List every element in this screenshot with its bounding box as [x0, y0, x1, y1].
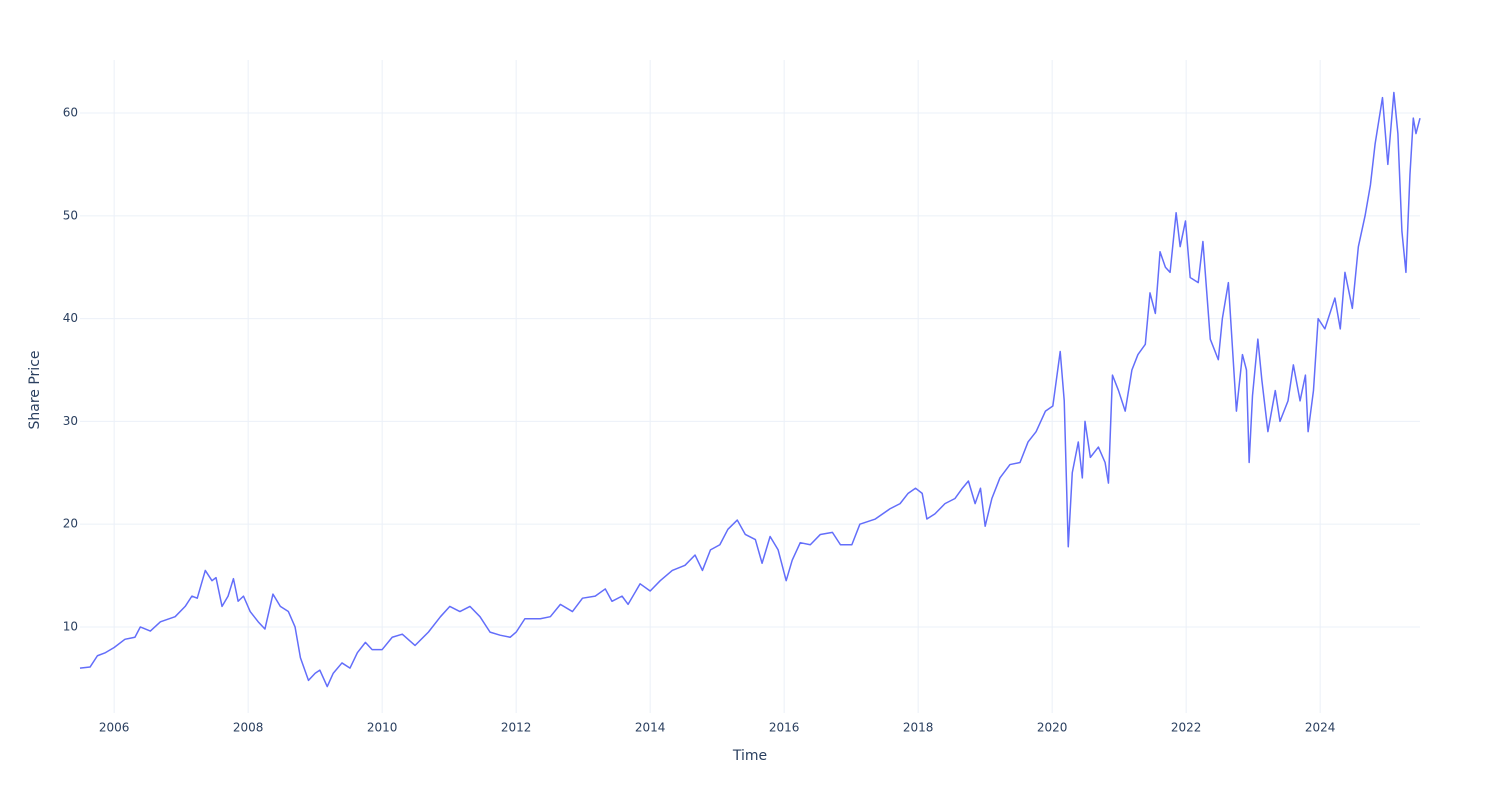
x-tick-label: 2024 — [1305, 721, 1336, 735]
x-tick-label: 2022 — [1171, 721, 1202, 735]
y-tick-label: 20 — [63, 517, 78, 531]
x-tick-label: 2014 — [635, 721, 666, 735]
y-tick-label: 60 — [63, 106, 78, 120]
x-tick-label: 2016 — [769, 721, 800, 735]
x-tick-label: 2008 — [233, 721, 264, 735]
y-tick-label: 50 — [63, 208, 78, 222]
x-tick-label: 2012 — [501, 721, 532, 735]
y-tick-label: 40 — [63, 311, 78, 325]
y-tick-label: 10 — [63, 619, 78, 633]
x-axis-title: Time — [732, 748, 767, 764]
price-line — [79, 91, 1421, 688]
y-axis-title: Share Price — [27, 350, 43, 429]
x-tick-label: 2020 — [1037, 721, 1068, 735]
x-tick-label: 2018 — [903, 721, 934, 735]
y-tick-label: 30 — [63, 414, 78, 428]
x-tick-label: 2010 — [367, 721, 398, 735]
x-tick-label: 2006 — [99, 721, 130, 735]
